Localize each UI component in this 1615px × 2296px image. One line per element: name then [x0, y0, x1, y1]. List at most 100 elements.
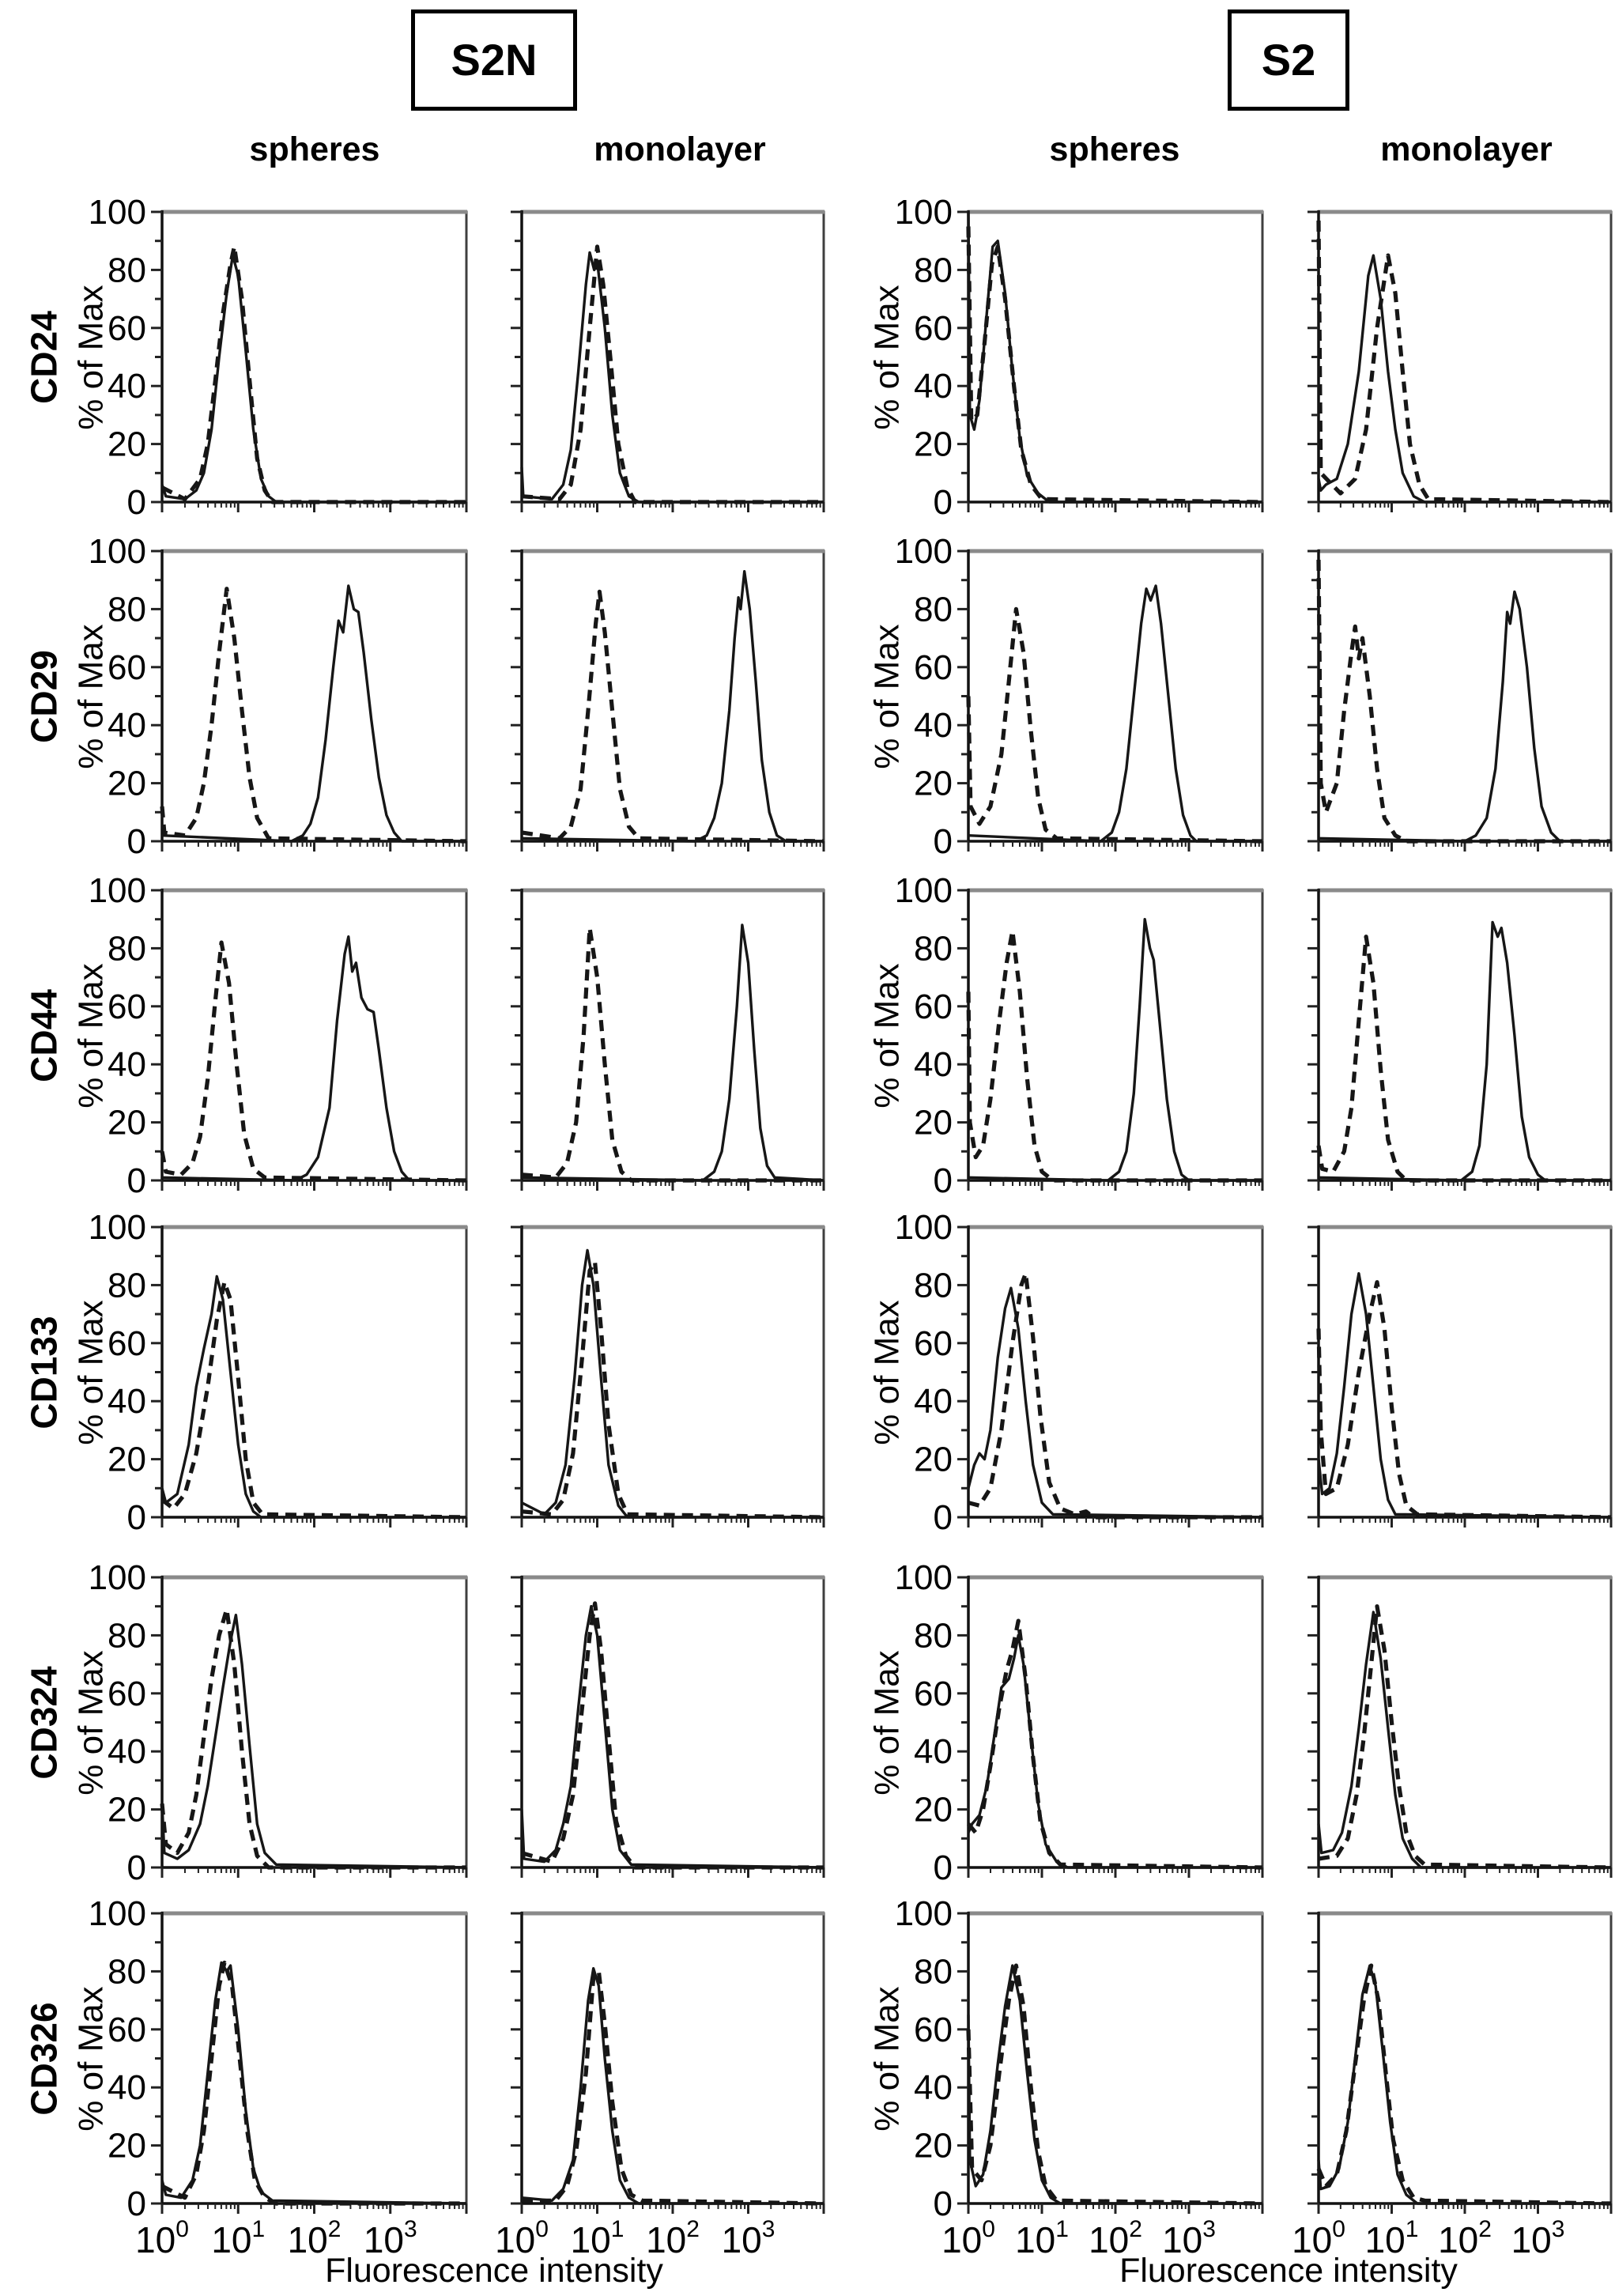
y-tick-label: 60 — [108, 1324, 146, 1363]
y-tick-label: 20 — [108, 765, 146, 803]
column-header-monolayer-s2: monolayer — [1380, 130, 1553, 168]
solid-curve — [160, 1614, 467, 1869]
histogram-panel-cd324-s2-spheres: 100 80 60 40 20 0 — [895, 1558, 1264, 1887]
solid-curve — [160, 254, 466, 504]
dashed-curve — [967, 1618, 1263, 1870]
solid-curve — [1318, 920, 1611, 1182]
y-tick-label: 40 — [108, 1732, 146, 1771]
row-label-cd133: CD133 — [23, 1315, 64, 1429]
solid-curve — [968, 584, 1262, 843]
y-tick-label: 100 — [895, 871, 953, 910]
y-tick-label: 60 — [914, 2011, 953, 2049]
row-label-cd324: CD324 — [23, 1665, 64, 1780]
group-box-s2n: S2N — [411, 9, 577, 111]
solid-curve — [1318, 590, 1611, 843]
solid-curve — [521, 923, 824, 1182]
row-label-cd326: CD326 — [23, 2001, 64, 2116]
histogram-panel-cd133-s2n-monolayer — [511, 1225, 825, 1528]
plot-frame — [1317, 889, 1613, 1182]
y-tick-label: 20 — [914, 425, 953, 464]
y-tick-label: 80 — [108, 251, 146, 289]
solid-curve — [1317, 1611, 1611, 1869]
y-tick-label: 0 — [127, 1498, 146, 1537]
plot-frame — [520, 210, 825, 504]
y-tick-label: 40 — [108, 367, 146, 406]
dashed-curve — [160, 244, 466, 504]
x-tick-label: 100 — [941, 2216, 995, 2260]
plot-frame — [967, 1912, 1264, 2205]
dashed-curve — [521, 244, 824, 504]
x-tick-label: 101 — [211, 2216, 265, 2260]
x-tick-label: 103 — [722, 2216, 775, 2260]
y-tick-label: 40 — [914, 706, 953, 745]
y-tick-label: 40 — [108, 1045, 146, 1084]
y-tick-label: 60 — [914, 309, 953, 348]
plot-frame — [520, 889, 825, 1182]
plot-frame — [160, 1225, 468, 1519]
solid-curve — [520, 251, 824, 504]
dashed-curve — [966, 928, 1262, 1183]
plot-frame — [160, 549, 468, 843]
histogram-panel-cd133-s2-monolayer — [1307, 1225, 1613, 1528]
solid-curve — [967, 1286, 1263, 1519]
row-label-cd29: CD29 — [23, 649, 64, 743]
dashed-curve — [160, 587, 467, 844]
y-tick-label: 60 — [914, 1324, 953, 1363]
solid-curve — [967, 1964, 1262, 2205]
x-tick-label: 101 — [571, 2216, 624, 2260]
dashed-curve — [160, 1607, 466, 1870]
y-tick-label: 100 — [89, 1558, 146, 1597]
group-box-s2: S2 — [1228, 9, 1349, 111]
x-tick-label: 103 — [364, 2216, 417, 2260]
y-tick-label: 100 — [89, 871, 146, 910]
y-tick-label: 0 — [934, 1849, 953, 1887]
solid-curve — [1317, 254, 1611, 504]
y-tick-label: 0 — [127, 1161, 146, 1200]
histogram-panel-cd29-s2n-spheres: 100 80 60 40 20 0 — [89, 532, 468, 861]
y-tick-label: 20 — [914, 1441, 953, 1479]
y-tick-label: 80 — [914, 1616, 953, 1655]
plot-frame — [1317, 1576, 1613, 1869]
y-tick-label: 100 — [89, 532, 146, 571]
y-tick-label: 100 — [895, 1894, 953, 1933]
solid-curve — [967, 211, 1262, 504]
plot-frame — [520, 1912, 825, 2205]
x-axis-title-right: Fluorescence intensity — [1119, 2252, 1458, 2290]
y-tick-label: 80 — [914, 251, 953, 289]
y-tick-label: 80 — [914, 1952, 953, 1991]
histogram-panel-cd24-s2n-monolayer — [511, 210, 825, 512]
y-tick-label: 20 — [108, 1441, 146, 1479]
y-tick-label: 0 — [934, 1498, 953, 1537]
plot-frame — [520, 1576, 825, 1869]
y-tick-label: 80 — [108, 1616, 146, 1655]
y-tick-label: 80 — [108, 1952, 146, 1991]
y-tick-label: 40 — [914, 2068, 953, 2107]
solid-curve — [160, 1275, 466, 1519]
y-tick-label: 100 — [895, 1208, 953, 1247]
y-tick-label: 20 — [108, 1104, 146, 1142]
dashed-curve — [1316, 220, 1612, 504]
plot-frame — [967, 1576, 1264, 1869]
y-tick-label: 100 — [895, 532, 953, 571]
y-tick-label: 60 — [914, 1675, 953, 1713]
y-tick-label: 0 — [127, 822, 146, 861]
dashed-curve — [160, 940, 467, 1183]
histogram-panel-cd24-s2-monolayer — [1307, 210, 1613, 512]
y-tick-label: 20 — [108, 425, 146, 464]
y-tick-label: 80 — [108, 590, 146, 629]
y-tick-label: 0 — [934, 2185, 953, 2223]
y-tick-label: 40 — [108, 706, 146, 745]
solid-curve — [161, 584, 466, 843]
plot-frame — [1317, 549, 1613, 843]
dashed-curve — [966, 1963, 1263, 2206]
plot-frame — [160, 1912, 468, 2205]
solid-curve — [521, 570, 824, 843]
y-tick-label: 80 — [914, 929, 953, 968]
y-tick-label: 100 — [895, 1558, 953, 1597]
y-tick-label: 0 — [127, 1849, 146, 1887]
x-axis-title-left: Fluorescence intensity — [325, 2252, 663, 2290]
histogram-panel-cd324-s2-monolayer — [1307, 1575, 1613, 1878]
